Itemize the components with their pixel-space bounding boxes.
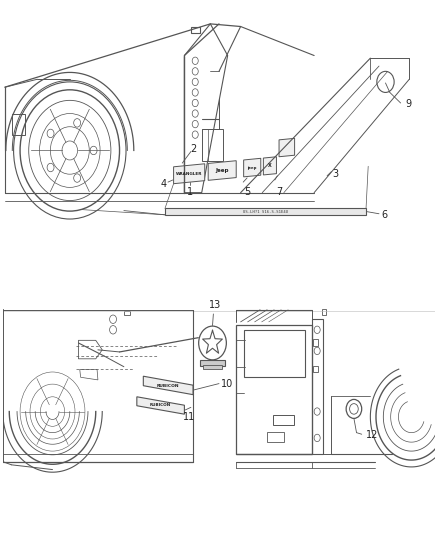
Text: 2: 2 (190, 144, 196, 155)
Text: 7: 7 (276, 188, 283, 197)
Polygon shape (137, 397, 184, 414)
Text: 3: 3 (332, 169, 339, 179)
Polygon shape (165, 208, 366, 215)
Text: 13: 13 (208, 300, 221, 310)
Polygon shape (173, 164, 205, 184)
Text: 12: 12 (366, 430, 378, 440)
Text: jeep: jeep (247, 166, 257, 169)
Text: 4: 4 (160, 179, 166, 189)
Text: Jeep: Jeep (215, 168, 229, 173)
Polygon shape (244, 158, 261, 177)
Text: RUBICON: RUBICON (150, 403, 171, 407)
Text: 10: 10 (221, 378, 233, 389)
Polygon shape (263, 157, 276, 175)
Text: X: X (268, 163, 272, 168)
FancyBboxPatch shape (201, 360, 225, 366)
Text: RUBICON: RUBICON (157, 384, 179, 387)
Text: 11: 11 (183, 412, 195, 422)
Text: 6: 6 (381, 210, 387, 220)
Text: US-LH?1 S16-S-S1E4U: US-LH?1 S16-S-S1E4U (243, 209, 288, 214)
Text: 5: 5 (244, 188, 250, 197)
FancyBboxPatch shape (203, 365, 222, 369)
Polygon shape (208, 161, 236, 180)
Text: 1: 1 (187, 188, 193, 197)
Polygon shape (279, 139, 295, 157)
Text: WRANGLER: WRANGLER (176, 172, 202, 176)
Polygon shape (143, 376, 193, 394)
Text: 9: 9 (405, 99, 411, 109)
